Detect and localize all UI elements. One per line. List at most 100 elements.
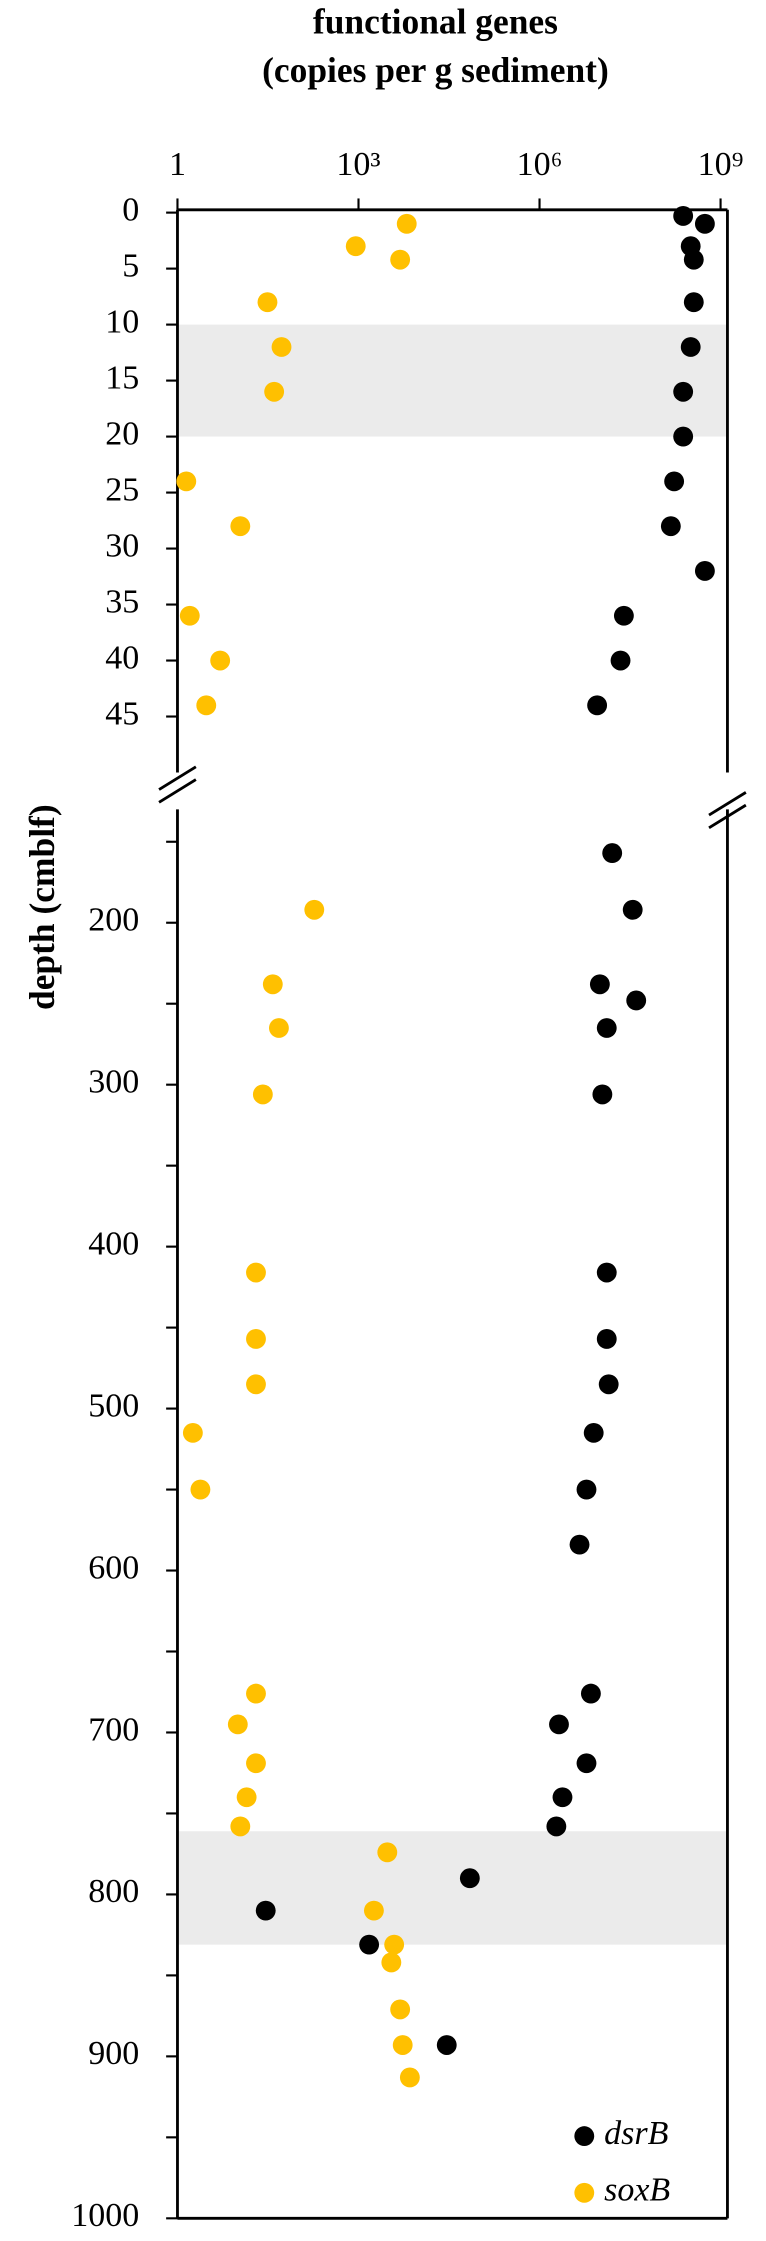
legend-label: dsrB [604, 2115, 668, 2152]
legend-marker [574, 2126, 595, 2147]
y-tick-label: 45 [105, 695, 139, 732]
data-point [392, 2035, 413, 2055]
data-point [359, 1934, 380, 1955]
data-point [257, 292, 278, 313]
data-point [673, 381, 694, 402]
data-point [246, 1683, 266, 1704]
data-point [230, 516, 251, 537]
data-point [596, 1018, 617, 1038]
data-point [592, 1084, 613, 1105]
data-point [255, 1900, 276, 1921]
data-point [396, 213, 417, 234]
data-point [230, 1816, 251, 1837]
y-tick-label: 40 [105, 639, 139, 676]
data-point [576, 1753, 597, 1774]
data-point [271, 337, 292, 357]
data-point [683, 292, 704, 313]
y-tick-label: 30 [105, 527, 139, 564]
data-point [680, 337, 701, 357]
shaded-band [177, 324, 728, 437]
data-point [589, 974, 610, 995]
data-point [227, 1714, 248, 1735]
data-point [179, 605, 200, 626]
data-point [176, 471, 197, 492]
data-point [596, 1262, 617, 1283]
break-mark [158, 778, 197, 804]
chart-subtitle: (copies per g sediment) [262, 50, 609, 90]
data-point [246, 1753, 266, 1774]
data-point [384, 1934, 405, 1955]
data-point [196, 695, 217, 716]
shaded-band [177, 1831, 728, 1945]
data-point [598, 1374, 619, 1395]
y-tick-label: 600 [88, 1549, 139, 1586]
y-tick-label: 10 [105, 303, 139, 340]
data-point [436, 2035, 457, 2055]
data-point [390, 1999, 411, 2020]
y-tick-label: 0 [122, 191, 139, 228]
data-point [610, 650, 631, 671]
axis-break [158, 765, 747, 830]
data-point [576, 1479, 597, 1500]
data-point [182, 1422, 203, 1443]
data-point [264, 381, 285, 402]
data-point [683, 249, 704, 270]
data-point [546, 1816, 567, 1837]
data-point [549, 1714, 569, 1735]
data-point [622, 899, 643, 920]
y-axis-label: depth (cmblf) [22, 804, 62, 1010]
x-tick-label: 10³ [336, 146, 380, 183]
y-tick-label: 700 [88, 1711, 139, 1748]
data-point [569, 1534, 590, 1555]
data-point [268, 1018, 289, 1038]
y-tick-label: 15 [105, 359, 139, 396]
y-tick-label: 35 [105, 583, 139, 620]
data-point [694, 213, 715, 234]
data-point [694, 561, 715, 581]
data-point [602, 843, 623, 864]
data-point [399, 2067, 420, 2088]
data-point [190, 1479, 211, 1500]
y-tick-label: 200 [88, 902, 139, 939]
data-point [673, 426, 694, 447]
x-tick-label: 1 [169, 146, 186, 183]
data-point [390, 249, 411, 270]
data-point [459, 1868, 480, 1889]
data-point [596, 1329, 617, 1349]
data-point [626, 990, 647, 1011]
y-tick-label: 900 [88, 2035, 139, 2072]
y-tick-label: 300 [88, 1063, 139, 1100]
y-tick-label: 500 [88, 1387, 139, 1424]
data-point [580, 1683, 601, 1704]
data-point [210, 650, 231, 671]
data-point [262, 974, 283, 995]
legend-label: soxB [604, 2172, 670, 2209]
data-point [246, 1374, 266, 1395]
data-point [246, 1329, 266, 1349]
data-point [236, 1787, 257, 1808]
break-mark [708, 791, 747, 817]
data-point [363, 1900, 384, 1921]
data-point [583, 1422, 604, 1443]
data-point [345, 236, 366, 257]
data-point [673, 206, 694, 226]
data-point [381, 1952, 402, 1973]
data-point [552, 1787, 573, 1808]
data-point [587, 695, 608, 716]
data-point [252, 1084, 273, 1105]
chart-title: functional genes [313, 2, 558, 42]
y-tick-label: 800 [88, 1873, 139, 1910]
data-point [664, 471, 685, 492]
data-point [660, 516, 681, 537]
y-tick-label: 5 [122, 247, 139, 284]
break-mark [158, 765, 197, 791]
y-tick-label: 400 [88, 1225, 139, 1262]
y-tick-label: 25 [105, 471, 139, 508]
legend-marker [574, 2182, 595, 2203]
data-point [246, 1262, 266, 1283]
data-point [377, 1842, 398, 1863]
x-tick-label: 10⁹ [698, 146, 744, 183]
y-tick-label: 1000 [71, 2197, 139, 2234]
